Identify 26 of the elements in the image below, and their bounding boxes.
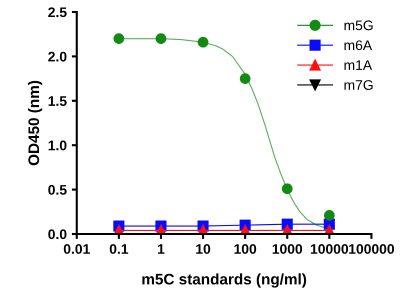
x-tick-label: 10000 bbox=[310, 244, 348, 254]
legend-label: m1A bbox=[344, 60, 372, 70]
point bbox=[282, 183, 293, 194]
point bbox=[114, 33, 124, 44]
x-axis-title: m5C standards (ng/ml) bbox=[142, 273, 306, 288]
y-tick-label: 1.0 bbox=[48, 140, 66, 150]
x-tick-label: 1000 bbox=[272, 244, 302, 254]
y-axis-title: OD450 (nm) bbox=[28, 80, 42, 166]
x-tick-label: 1 bbox=[158, 244, 164, 254]
legend-label: m5G bbox=[344, 20, 373, 30]
x-tick-label: 100 bbox=[234, 244, 256, 254]
point bbox=[240, 73, 250, 84]
x-tick-label: 0.01 bbox=[64, 244, 90, 254]
legend-label: m7G bbox=[344, 80, 373, 90]
legend-label: m6A bbox=[344, 40, 372, 50]
point bbox=[156, 33, 166, 44]
y-tick-label: 2.5 bbox=[48, 7, 67, 18]
point bbox=[198, 36, 208, 48]
point bbox=[324, 210, 335, 221]
x-tick-label: 0.1 bbox=[110, 244, 128, 254]
x-tick-label: 100000 bbox=[349, 244, 394, 254]
y-tick-label: 1.5 bbox=[48, 96, 67, 106]
y-tick-label: 2.0 bbox=[48, 52, 66, 62]
y-tick-label: 0.5 bbox=[48, 184, 67, 195]
x-tick-label: 10 bbox=[196, 244, 210, 254]
y-tick-label: 0.0 bbox=[48, 229, 66, 240]
